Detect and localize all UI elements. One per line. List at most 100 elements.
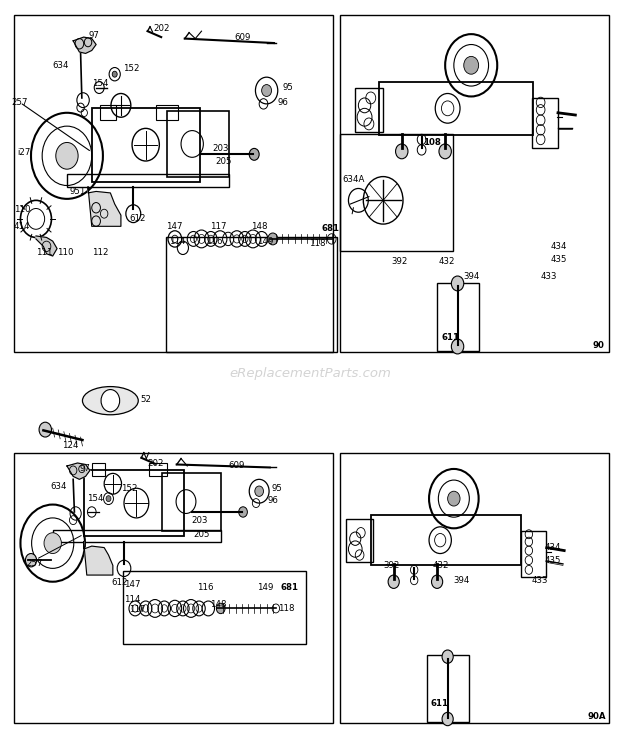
- Circle shape: [101, 390, 120, 412]
- Bar: [371, 515, 521, 565]
- Bar: [92, 463, 105, 476]
- Circle shape: [396, 144, 408, 159]
- Text: 433: 433: [532, 576, 549, 585]
- Text: 152: 152: [121, 484, 138, 493]
- Text: 114: 114: [124, 595, 141, 604]
- Text: 114: 114: [169, 237, 185, 246]
- Bar: [166, 237, 337, 352]
- Text: 202: 202: [148, 459, 164, 468]
- Bar: [84, 470, 184, 536]
- Text: 634: 634: [53, 61, 69, 70]
- Bar: [53, 530, 221, 542]
- Polygon shape: [84, 542, 113, 575]
- Bar: [92, 108, 200, 182]
- Circle shape: [25, 554, 37, 567]
- Text: 609: 609: [228, 462, 244, 470]
- Text: 611: 611: [431, 699, 449, 708]
- Circle shape: [255, 486, 264, 496]
- Circle shape: [451, 339, 464, 354]
- Text: 97: 97: [88, 31, 99, 40]
- Circle shape: [439, 144, 451, 159]
- Text: 116: 116: [206, 237, 223, 246]
- Text: 124: 124: [62, 441, 79, 450]
- Text: 257: 257: [26, 559, 43, 568]
- Circle shape: [56, 142, 78, 169]
- Circle shape: [388, 575, 399, 588]
- Text: 96: 96: [278, 98, 289, 107]
- Text: 202: 202: [154, 24, 170, 33]
- Text: 116: 116: [197, 583, 214, 592]
- Text: 90A: 90A: [588, 712, 606, 720]
- Polygon shape: [73, 37, 96, 53]
- Text: 110: 110: [14, 205, 30, 214]
- Text: 435: 435: [544, 556, 561, 565]
- Text: 110: 110: [57, 248, 74, 257]
- Circle shape: [44, 533, 61, 554]
- Text: 611: 611: [441, 333, 459, 342]
- Text: 152: 152: [123, 64, 140, 73]
- Text: 392: 392: [392, 257, 408, 266]
- Bar: [532, 98, 558, 148]
- Text: 634: 634: [51, 482, 68, 490]
- Circle shape: [216, 603, 225, 614]
- Circle shape: [239, 507, 247, 517]
- Text: 117: 117: [210, 222, 226, 231]
- Text: 203: 203: [191, 516, 208, 525]
- Text: 432: 432: [439, 257, 456, 266]
- Text: 147: 147: [124, 580, 141, 589]
- Bar: [521, 531, 546, 577]
- Text: 117: 117: [129, 605, 146, 614]
- Bar: [355, 88, 383, 132]
- Bar: [427, 655, 469, 722]
- Text: 118: 118: [278, 604, 294, 613]
- Circle shape: [249, 148, 259, 160]
- Text: 149: 149: [257, 583, 273, 592]
- Circle shape: [262, 85, 272, 96]
- Circle shape: [442, 650, 453, 663]
- Bar: [340, 134, 453, 251]
- Circle shape: [442, 712, 453, 726]
- Text: 392: 392: [383, 561, 399, 570]
- Text: 612: 612: [129, 214, 146, 223]
- Text: 95: 95: [282, 83, 293, 92]
- Bar: [149, 463, 167, 476]
- Text: 95: 95: [272, 484, 283, 493]
- Polygon shape: [36, 236, 57, 256]
- Bar: [162, 473, 221, 531]
- Ellipse shape: [82, 387, 138, 415]
- Bar: [346, 519, 373, 562]
- Text: 394: 394: [464, 272, 480, 280]
- Circle shape: [464, 56, 479, 74]
- Text: 90: 90: [592, 341, 604, 349]
- Text: eReplacementParts.com: eReplacementParts.com: [229, 367, 391, 380]
- Text: 148: 148: [210, 600, 226, 609]
- Bar: [14, 15, 333, 352]
- Text: 432: 432: [433, 561, 450, 570]
- Text: 681: 681: [280, 583, 298, 592]
- Text: 97: 97: [79, 464, 91, 473]
- Text: 609: 609: [234, 33, 250, 42]
- Text: 612: 612: [112, 578, 128, 587]
- Text: 52: 52: [140, 395, 151, 404]
- Text: 96: 96: [268, 496, 279, 505]
- Bar: [379, 82, 533, 135]
- Text: 257: 257: [11, 98, 28, 107]
- Polygon shape: [88, 187, 121, 226]
- Text: 154: 154: [92, 79, 108, 88]
- Bar: [123, 571, 306, 644]
- Text: 435: 435: [551, 255, 567, 264]
- Bar: [340, 453, 609, 723]
- Text: 681: 681: [321, 224, 339, 233]
- Polygon shape: [67, 463, 90, 479]
- Bar: [340, 15, 609, 352]
- Bar: [67, 174, 229, 187]
- Text: 118: 118: [309, 239, 326, 248]
- Text: 148: 148: [251, 222, 268, 231]
- Bar: [437, 283, 479, 351]
- Circle shape: [432, 575, 443, 588]
- Text: 154: 154: [87, 494, 104, 503]
- Text: 111: 111: [36, 248, 53, 257]
- Text: 205: 205: [216, 157, 232, 166]
- Text: 433: 433: [541, 272, 557, 280]
- Text: 434: 434: [544, 543, 561, 552]
